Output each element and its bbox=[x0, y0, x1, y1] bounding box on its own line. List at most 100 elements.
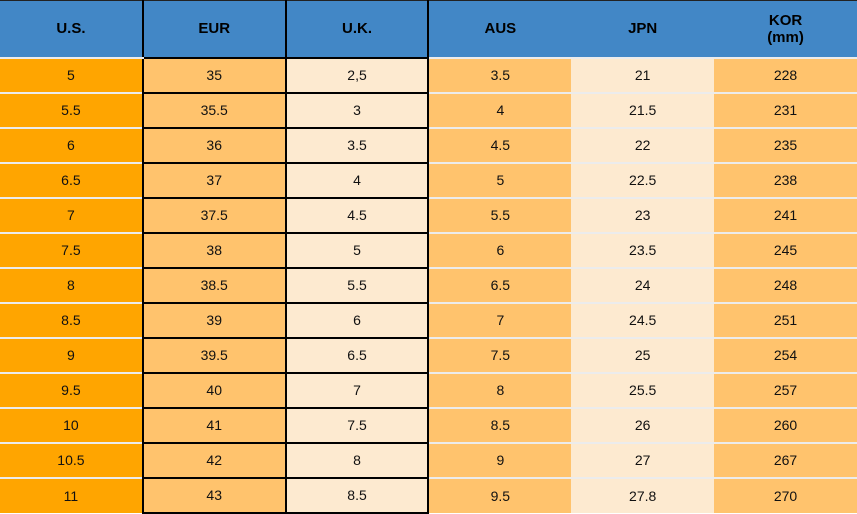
cell-aus: 7.5 bbox=[427, 336, 572, 373]
cell-kor: 245 bbox=[714, 231, 857, 268]
cell-aus: 7 bbox=[427, 301, 572, 338]
cell-jpn: 23.5 bbox=[571, 231, 715, 268]
cell-aus: 8.5 bbox=[427, 406, 572, 443]
cell-aus: 3.5 bbox=[427, 56, 572, 93]
cell-kor: 254 bbox=[714, 336, 857, 373]
cell-jpn: 24 bbox=[571, 266, 715, 303]
header-label-us: U.S. bbox=[56, 20, 86, 38]
cell-kor: 231 bbox=[714, 91, 857, 128]
cell-us: 6 bbox=[0, 126, 144, 163]
table-row: 11 43 8.5 9.5 27.8 270 bbox=[0, 476, 857, 514]
cell-eur: 36 bbox=[141, 126, 287, 164]
cell-kor: 235 bbox=[714, 126, 857, 163]
table-row: 8.5 39 6 7 24.5 251 bbox=[0, 301, 857, 339]
cell-jpn: 22.5 bbox=[571, 161, 715, 198]
cell-us: 5.5 bbox=[0, 91, 144, 128]
cell-uk: 7 bbox=[284, 371, 430, 409]
cell-eur: 41 bbox=[141, 406, 287, 444]
cell-us: 9 bbox=[0, 336, 144, 373]
table-header: U.S. EUR U.K. AUS JPN KOR (mm) bbox=[0, 0, 857, 59]
cell-us: 9.5 bbox=[0, 371, 144, 408]
cell-kor: 260 bbox=[714, 406, 857, 443]
cell-jpn: 27 bbox=[571, 441, 715, 478]
table-row: 5.5 35.5 3 4 21.5 231 bbox=[0, 91, 857, 129]
column-header-eur: EUR bbox=[141, 0, 287, 59]
cell-kor: 241 bbox=[714, 196, 857, 233]
cell-uk: 5.5 bbox=[284, 266, 430, 304]
cell-uk: 8 bbox=[284, 441, 430, 479]
cell-aus: 4.5 bbox=[427, 126, 572, 163]
column-header-kor: KOR (mm) bbox=[714, 0, 857, 59]
cell-uk: 8.5 bbox=[284, 476, 430, 514]
cell-uk: 4 bbox=[284, 161, 430, 199]
cell-kor: 238 bbox=[714, 161, 857, 198]
cell-eur: 37.5 bbox=[141, 196, 287, 234]
header-label-eur: EUR bbox=[198, 20, 231, 38]
cell-aus: 6 bbox=[427, 231, 572, 268]
header-label-kor-unit: (mm) bbox=[767, 28, 804, 46]
table-row: 7.5 38 5 6 23.5 245 bbox=[0, 231, 857, 269]
cell-uk: 2,5 bbox=[284, 56, 430, 94]
table-row: 6.5 37 4 5 22.5 238 bbox=[0, 161, 857, 199]
cell-kor: 257 bbox=[714, 371, 857, 408]
cell-us: 8.5 bbox=[0, 301, 144, 338]
cell-us: 11 bbox=[0, 476, 144, 513]
cell-aus: 8 bbox=[427, 371, 572, 408]
table-row: 8 38.5 5.5 6.5 24 248 bbox=[0, 266, 857, 304]
cell-aus: 5 bbox=[427, 161, 572, 198]
cell-aus: 9 bbox=[427, 441, 572, 478]
cell-uk: 5 bbox=[284, 231, 430, 269]
cell-uk: 6.5 bbox=[284, 336, 430, 374]
cell-eur: 39.5 bbox=[141, 336, 287, 374]
cell-us: 5 bbox=[0, 56, 144, 93]
cell-jpn: 26 bbox=[571, 406, 715, 443]
cell-kor: 270 bbox=[714, 476, 857, 513]
cell-uk: 7.5 bbox=[284, 406, 430, 444]
cell-jpn: 25 bbox=[571, 336, 715, 373]
cell-eur: 37 bbox=[141, 161, 287, 199]
cell-eur: 38.5 bbox=[141, 266, 287, 304]
cell-aus: 5.5 bbox=[427, 196, 572, 233]
cell-jpn: 25.5 bbox=[571, 371, 715, 408]
cell-us: 7.5 bbox=[0, 231, 144, 268]
cell-aus: 4 bbox=[427, 91, 572, 128]
cell-eur: 38 bbox=[141, 231, 287, 269]
cell-jpn: 23 bbox=[571, 196, 715, 233]
table-row: 9.5 40 7 8 25.5 257 bbox=[0, 371, 857, 409]
header-label-jpn: JPN bbox=[628, 20, 658, 38]
cell-aus: 9.5 bbox=[427, 476, 572, 513]
header-label-kor: KOR bbox=[768, 11, 803, 29]
table-row: 5 35 2,5 3.5 21 228 bbox=[0, 56, 857, 94]
cell-kor: 248 bbox=[714, 266, 857, 303]
cell-eur: 40 bbox=[141, 371, 287, 409]
cell-us: 8 bbox=[0, 266, 144, 303]
cell-kor: 251 bbox=[714, 301, 857, 338]
column-header-us: U.S. bbox=[0, 0, 144, 59]
cell-jpn: 21 bbox=[571, 56, 715, 93]
table-row: 10 41 7.5 8.5 26 260 bbox=[0, 406, 857, 444]
header-label-uk: U.K. bbox=[342, 20, 373, 38]
cell-jpn: 24.5 bbox=[571, 301, 715, 338]
cell-jpn: 27.8 bbox=[571, 476, 715, 513]
cell-eur: 35 bbox=[141, 56, 287, 94]
cell-kor: 267 bbox=[714, 441, 857, 478]
header-row: U.S. EUR U.K. AUS JPN KOR (mm) bbox=[0, 0, 857, 59]
column-header-jpn: JPN bbox=[571, 0, 715, 59]
cell-eur: 39 bbox=[141, 301, 287, 339]
table-row: 6 36 3.5 4.5 22 235 bbox=[0, 126, 857, 164]
cell-uk: 4.5 bbox=[284, 196, 430, 234]
table-row: 7 37.5 4.5 5.5 23 241 bbox=[0, 196, 857, 234]
cell-eur: 43 bbox=[141, 476, 287, 514]
cell-us: 10.5 bbox=[0, 441, 144, 478]
cell-us: 10 bbox=[0, 406, 144, 443]
cell-uk: 3.5 bbox=[284, 126, 430, 164]
header-label-aus: AUS bbox=[484, 20, 517, 38]
table-row: 10.5 42 8 9 27 267 bbox=[0, 441, 857, 479]
cell-aus: 6.5 bbox=[427, 266, 572, 303]
table-body: 5 35 2,5 3.5 21 228 5.5 35.5 3 4 21.5 231 6 36 3.5 4.5 2… bbox=[0, 56, 857, 514]
column-header-aus: AUS bbox=[427, 0, 572, 59]
cell-jpn: 22 bbox=[571, 126, 715, 163]
cell-kor: 228 bbox=[714, 56, 857, 93]
table-row: 9 39.5 6.5 7.5 25 254 bbox=[0, 336, 857, 374]
